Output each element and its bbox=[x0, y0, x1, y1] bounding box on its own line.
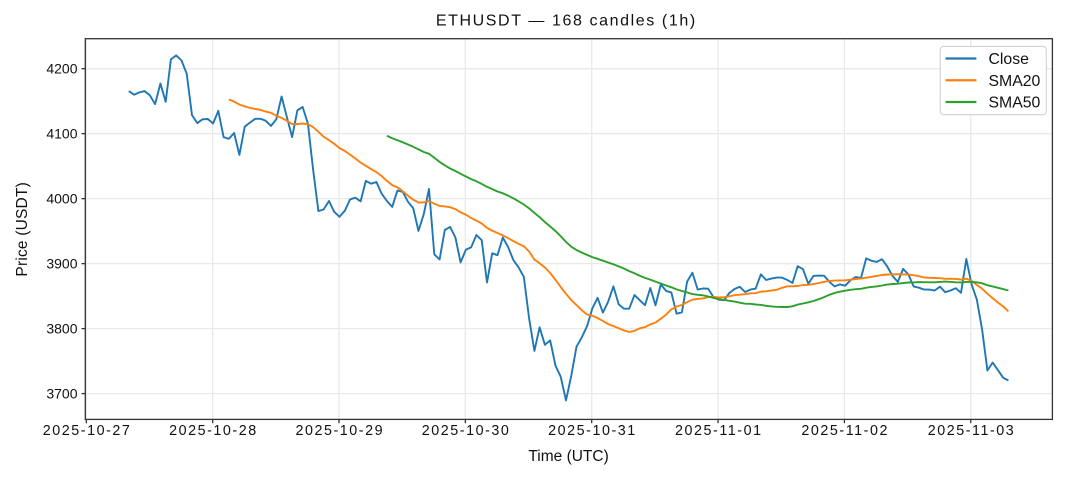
svg-text:4100: 4100 bbox=[46, 125, 77, 141]
svg-text:2025-10-27: 2025-10-27 bbox=[43, 423, 132, 439]
svg-text:4000: 4000 bbox=[46, 190, 77, 206]
svg-text:2025-11-01: 2025-11-01 bbox=[675, 423, 763, 439]
svg-text:Time (UTC): Time (UTC) bbox=[528, 448, 608, 465]
svg-text:2025-10-31: 2025-10-31 bbox=[548, 423, 637, 439]
svg-text:ETHUSDT — 168 candles (1h): ETHUSDT — 168 candles (1h) bbox=[436, 13, 697, 30]
svg-text:3900: 3900 bbox=[46, 255, 77, 271]
svg-text:2025-10-29: 2025-10-29 bbox=[295, 423, 384, 439]
svg-text:2025-10-28: 2025-10-28 bbox=[169, 423, 258, 439]
svg-text:SMA20: SMA20 bbox=[989, 73, 1041, 90]
svg-text:4200: 4200 bbox=[46, 60, 77, 76]
svg-text:Close: Close bbox=[989, 51, 1030, 68]
svg-text:2025-10-30: 2025-10-30 bbox=[422, 423, 511, 439]
svg-text:SMA50: SMA50 bbox=[989, 95, 1041, 112]
svg-text:2025-11-02: 2025-11-02 bbox=[801, 423, 889, 439]
svg-text:Price (USDT): Price (USDT) bbox=[14, 182, 31, 277]
svg-text:2025-11-03: 2025-11-03 bbox=[928, 423, 1016, 439]
svg-text:3800: 3800 bbox=[46, 320, 77, 336]
svg-text:3700: 3700 bbox=[46, 385, 77, 401]
